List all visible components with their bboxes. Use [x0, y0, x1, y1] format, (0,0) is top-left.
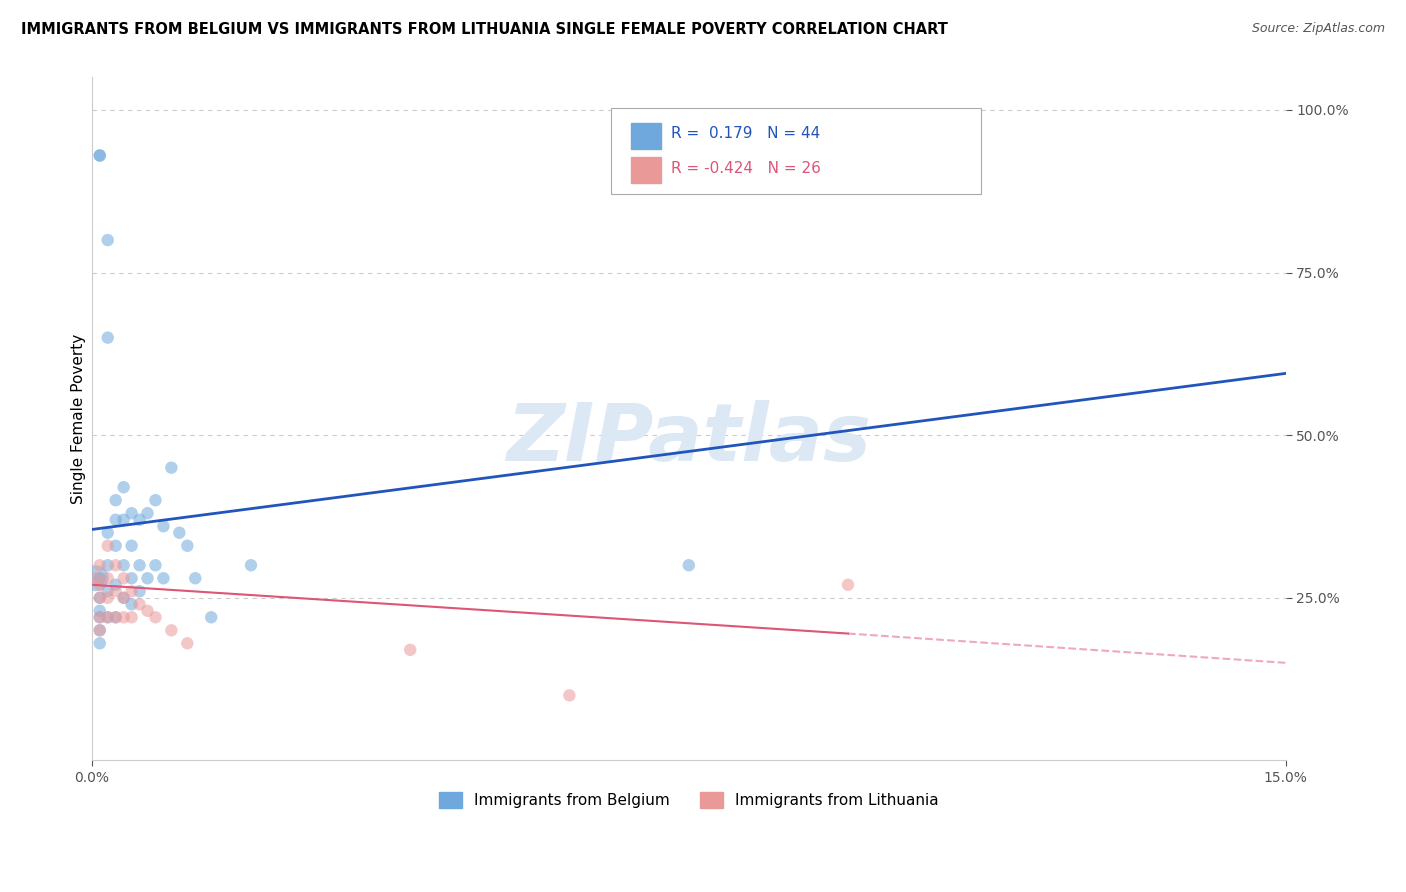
Point [160, 460, 183, 475]
Text: R = -0.424   N = 26: R = -0.424 N = 26 [671, 161, 821, 176]
Point [121, 584, 143, 599]
Text: IMMIGRANTS FROM BELGIUM VS IMMIGRANTS FROM LITHUANIA SINGLE FEMALE POVERTY CORRE: IMMIGRANTS FROM BELGIUM VS IMMIGRANTS FR… [21, 22, 948, 37]
Point [145, 610, 167, 624]
Point [399, 642, 422, 657]
Point [169, 525, 191, 540]
Point [89, 591, 111, 605]
Point [104, 610, 127, 624]
Point [128, 513, 150, 527]
Point [112, 591, 135, 605]
Point [89, 148, 111, 162]
Point [97, 610, 120, 624]
Point [121, 571, 143, 585]
Point [89, 558, 111, 573]
Point [112, 610, 135, 624]
Point [97, 558, 120, 573]
Point [104, 578, 127, 592]
Point [152, 571, 174, 585]
Point [104, 539, 127, 553]
Point [121, 610, 143, 624]
Text: R =  0.179   N = 44: R = 0.179 N = 44 [671, 126, 820, 141]
Point [558, 689, 581, 703]
Point [112, 591, 135, 605]
Point [104, 610, 127, 624]
Point [97, 571, 120, 585]
Point [128, 597, 150, 611]
Point [89, 610, 111, 624]
Point [240, 558, 263, 573]
Point [89, 591, 111, 605]
Point [104, 584, 127, 599]
Point [97, 525, 120, 540]
Point [97, 330, 120, 344]
Point [678, 558, 700, 573]
Point [152, 519, 174, 533]
Point [97, 584, 120, 599]
Point [89, 148, 111, 162]
Point [837, 578, 859, 592]
Point [136, 604, 159, 618]
Point [136, 571, 159, 585]
Y-axis label: Single Female Poverty: Single Female Poverty [72, 334, 86, 504]
Bar [631, 157, 661, 183]
Point [104, 493, 127, 508]
Point [89, 578, 111, 592]
Point [136, 506, 159, 520]
Point [89, 604, 111, 618]
Point [160, 624, 183, 638]
Point [184, 571, 207, 585]
Point [200, 610, 222, 624]
Point [112, 558, 135, 573]
Text: Source: ZipAtlas.com: Source: ZipAtlas.com [1251, 22, 1385, 36]
Point [112, 480, 135, 494]
Point [121, 597, 143, 611]
Point [121, 506, 143, 520]
Point [89, 610, 111, 624]
Point [97, 610, 120, 624]
Point [176, 539, 198, 553]
Text: ZIPatlas: ZIPatlas [506, 401, 872, 478]
Point [145, 493, 167, 508]
Point [112, 571, 135, 585]
Point [176, 636, 198, 650]
Point [89, 636, 111, 650]
Point [128, 584, 150, 599]
FancyBboxPatch shape [612, 108, 981, 194]
Bar [631, 123, 661, 149]
Point [89, 624, 111, 638]
Point [128, 558, 150, 573]
Point [112, 513, 135, 527]
Point [97, 233, 120, 247]
Point [84, 571, 107, 585]
Legend: Immigrants from Belgium, Immigrants from Lithuania: Immigrants from Belgium, Immigrants from… [433, 786, 945, 814]
Point [145, 558, 167, 573]
Point [89, 571, 111, 585]
Point [97, 591, 120, 605]
Point [121, 539, 143, 553]
Point [97, 539, 120, 553]
Point [104, 513, 127, 527]
Point [89, 624, 111, 638]
Point [104, 558, 127, 573]
Point [84, 571, 107, 585]
